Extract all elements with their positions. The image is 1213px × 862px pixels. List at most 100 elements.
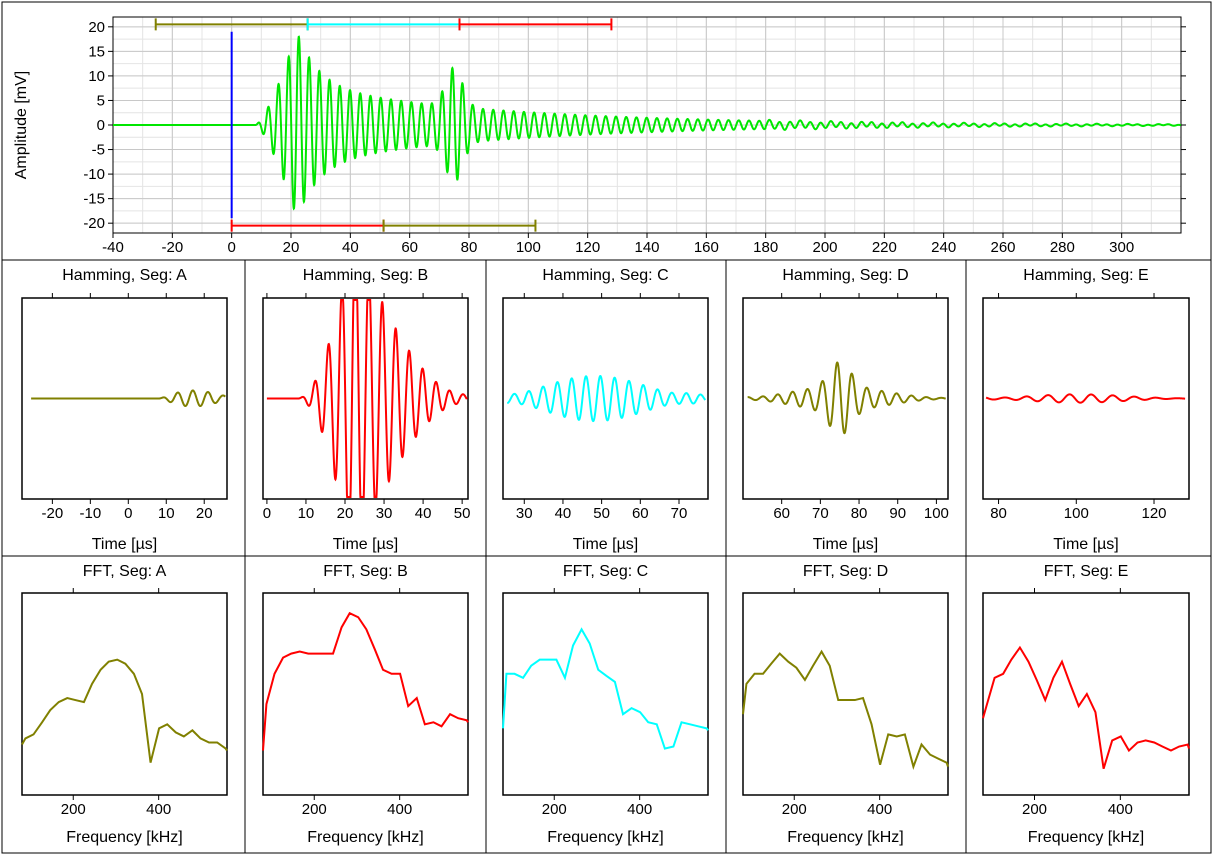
series-line bbox=[262, 611, 469, 751]
series-line bbox=[21, 658, 228, 763]
x-tick-label: 20 bbox=[337, 505, 354, 522]
x-axis-label: Time [µs] bbox=[813, 536, 879, 553]
x-tick-label: 200 bbox=[812, 239, 837, 256]
x-axis-label: Frequency [kHz] bbox=[787, 829, 903, 846]
y-tick-label: 20 bbox=[88, 19, 105, 36]
y-tick-label: -5 bbox=[92, 142, 105, 159]
panel-title: Hamming, Seg: E bbox=[1023, 267, 1148, 284]
x-tick-label: 70 bbox=[812, 505, 829, 522]
y-tick-label: 15 bbox=[88, 43, 105, 60]
x-tick-label: 400 bbox=[867, 801, 892, 818]
x-tick-label: 40 bbox=[555, 505, 572, 522]
x-tick-label: 70 bbox=[671, 505, 688, 522]
x-tick-label: 10 bbox=[298, 505, 315, 522]
x-tick-label: 120 bbox=[1142, 505, 1167, 522]
fft-c-panel: FFT, Seg: C 200 400 Frequency [kHz] bbox=[502, 563, 709, 846]
panel-title: FFT, Seg: C bbox=[563, 563, 648, 580]
x-tick-label: 90 bbox=[889, 505, 906, 522]
fft-b-panel: FFT, Seg: B 200 400 Frequency [kHz] bbox=[262, 563, 469, 846]
x-tick-label: 400 bbox=[387, 801, 412, 818]
plot-frame bbox=[502, 592, 709, 796]
main-waveform-plot: -40 -20 0 20 40 60 80 100 120 140 160 180 200 220 240 2… bbox=[13, 16, 1186, 256]
x-axis-label: Time [µs] bbox=[92, 536, 158, 553]
fft-a-panel: FFT, Seg: A 200 400 Frequency [kHz] bbox=[21, 563, 228, 846]
series-line bbox=[502, 627, 709, 750]
panel-title: Hamming, Seg: A bbox=[62, 267, 187, 284]
x-tick-label: 50 bbox=[454, 505, 471, 522]
panel-title: FFT, Seg: B bbox=[323, 563, 407, 580]
x-tick-label: 0 bbox=[227, 239, 235, 256]
x-tick-label: 200 bbox=[61, 801, 86, 818]
x-tick-label: 200 bbox=[302, 801, 327, 818]
panel-title: FFT, Seg: E bbox=[1044, 563, 1128, 580]
plot-frame bbox=[262, 592, 469, 796]
y-tick-label: -15 bbox=[83, 191, 105, 208]
x-tick-label: 400 bbox=[1108, 801, 1133, 818]
x-tick-label: -20 bbox=[161, 239, 183, 256]
x-tick-label: 400 bbox=[627, 801, 652, 818]
series-line bbox=[507, 374, 707, 423]
x-axis-label: Frequency [kHz] bbox=[1028, 829, 1144, 846]
series-line bbox=[982, 645, 1190, 770]
x-tick-label: 30 bbox=[376, 505, 393, 522]
x-tick-label: 60 bbox=[773, 505, 790, 522]
x-tick-label: 40 bbox=[342, 239, 359, 256]
panel-title: FFT, Seg: D bbox=[803, 563, 888, 580]
ham-a-panel: Hamming, Seg: A -20 -10 0 10 20 Time [µs] bbox=[21, 267, 228, 553]
x-tick-label: 100 bbox=[924, 505, 949, 522]
x-tick-label: 20 bbox=[196, 505, 213, 522]
x-tick-label: 300 bbox=[1109, 239, 1134, 256]
x-tick-label: 180 bbox=[753, 239, 778, 256]
x-tick-label: 60 bbox=[401, 239, 418, 256]
x-axis-label: Time [µs] bbox=[573, 536, 639, 553]
x-tick-label: -20 bbox=[42, 505, 64, 522]
x-tick-label: 60 bbox=[632, 505, 649, 522]
plot-frame bbox=[742, 297, 949, 500]
y-tick-label: -20 bbox=[83, 215, 105, 232]
x-tick-label: 200 bbox=[542, 801, 567, 818]
x-tick-label: 220 bbox=[872, 239, 897, 256]
x-tick-label: 140 bbox=[634, 239, 659, 256]
x-tick-label: 80 bbox=[851, 505, 868, 522]
x-tick-label: 10 bbox=[158, 505, 175, 522]
x-tick-label: 0 bbox=[124, 505, 132, 522]
x-axis-label: Time [µs] bbox=[333, 536, 399, 553]
x-tick-label: 20 bbox=[283, 239, 300, 256]
x-tick-label: 280 bbox=[1050, 239, 1075, 256]
y-tick-label: 5 bbox=[97, 92, 105, 109]
x-tick-label: 0 bbox=[263, 505, 271, 522]
x-tick-label: 40 bbox=[415, 505, 432, 522]
panel-title: FFT, Seg: A bbox=[83, 563, 167, 580]
x-tick-label: 30 bbox=[516, 505, 533, 522]
y-axis-label: Amplitude [mV] bbox=[13, 71, 30, 179]
x-axis-label: Frequency [kHz] bbox=[66, 829, 182, 846]
panel-title: Hamming, Seg: D bbox=[782, 267, 908, 284]
x-tick-label: 160 bbox=[694, 239, 719, 256]
series-line bbox=[742, 649, 949, 771]
ham-b-panel: Hamming, Seg: B 0 10 20 30 40 50 Time [µs] bbox=[262, 267, 471, 553]
plot-frame bbox=[742, 592, 949, 796]
series-line bbox=[985, 393, 1186, 404]
x-tick-label: -10 bbox=[79, 505, 101, 522]
x-axis-label: Frequency [kHz] bbox=[547, 829, 663, 846]
panel-title: Hamming, Seg: C bbox=[542, 267, 668, 284]
fft-e-panel: FFT, Seg: E 200 400 Frequency [kHz] bbox=[982, 563, 1190, 846]
panel-title: Hamming, Seg: B bbox=[303, 267, 428, 284]
x-tick-label: 80 bbox=[461, 239, 478, 256]
y-tick-label: -10 bbox=[83, 166, 105, 183]
y-tick-label: 0 bbox=[97, 117, 105, 134]
x-tick-label: 80 bbox=[990, 505, 1007, 522]
series-line bbox=[113, 35, 1182, 211]
x-axis-label: Frequency [kHz] bbox=[307, 829, 423, 846]
ham-c-panel: Hamming, Seg: C 30 40 50 60 70 Time [µs] bbox=[502, 267, 709, 553]
plot-frame bbox=[502, 297, 709, 500]
x-tick-label: 260 bbox=[990, 239, 1015, 256]
x-tick-label: 100 bbox=[1064, 505, 1089, 522]
plot-frame bbox=[21, 592, 228, 796]
x-tick-label: 200 bbox=[782, 801, 807, 818]
ham-d-panel: Hamming, Seg: D 60 70 80 90 100 Time [µs] bbox=[742, 267, 949, 553]
x-tick-label: 400 bbox=[146, 801, 171, 818]
